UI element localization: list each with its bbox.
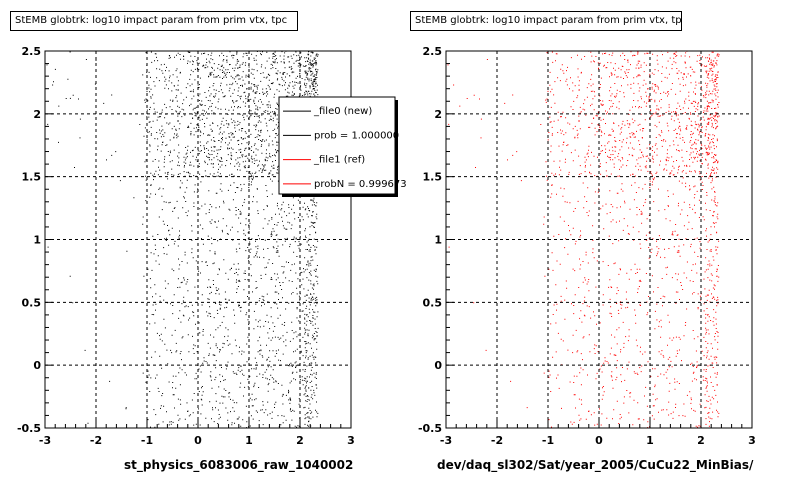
y-tick-label: -0.5 xyxy=(17,422,41,435)
left-x-axis-label: st_physics_6083006_raw_1040002 xyxy=(124,458,354,472)
x-tick-label: 2 xyxy=(296,434,304,447)
x-tick-label: 3 xyxy=(748,434,756,447)
y-tick-label: 1 xyxy=(434,234,442,247)
x-tick-label: 0 xyxy=(194,434,202,447)
scatter-points xyxy=(46,50,319,429)
right-x-axis-label: dev/daq_sl302/Sat/year_2005/CuCu22_MinBi… xyxy=(437,458,754,472)
y-tick-label: 2 xyxy=(434,108,442,121)
x-tick-label: 3 xyxy=(347,434,355,447)
legend-box: _file0 (new) prob = 1.000000 _file1 (ref) p… xyxy=(278,96,407,197)
y-tick-label: 0 xyxy=(33,359,41,372)
x-tick-label: 1 xyxy=(646,434,654,447)
y-tick-label: 1.5 xyxy=(423,171,443,184)
y-tick-label: 0 xyxy=(434,359,442,372)
x-tick-label: 1 xyxy=(245,434,253,447)
y-tick-label: 1.5 xyxy=(22,171,42,184)
y-tick-label: 0.5 xyxy=(423,296,443,309)
x-tick-label: -3 xyxy=(39,434,51,447)
scatter-points xyxy=(447,50,720,429)
legend-entry-label: _file1 (ref) xyxy=(313,155,365,166)
right-plot-title: StEMB globtrk: log10 impact param from p… xyxy=(410,11,682,31)
x-tick-label: -2 xyxy=(491,434,503,447)
x-tick-label: -3 xyxy=(440,434,452,447)
y-tick-label: 2 xyxy=(33,108,41,121)
legend-entry-label: probN = 0.999673 xyxy=(314,179,407,190)
plot-1: -3 -2 -1 0 1 2 3 -0.5 0 0.5 1 1.5 2 2.5 xyxy=(418,45,756,447)
y-tick-label: 0.5 xyxy=(22,296,42,309)
legend-entry-label: prob = 1.000000 xyxy=(314,130,399,141)
y-tick-label: 2.5 xyxy=(22,45,42,58)
y-tick-label: 1 xyxy=(33,234,41,247)
x-tick-label: 0 xyxy=(595,434,603,447)
x-tick-label: 2 xyxy=(697,434,705,447)
x-tick-label: -2 xyxy=(90,434,102,447)
y-tick-label: 2.5 xyxy=(423,45,443,58)
x-tick-label: -1 xyxy=(141,434,153,447)
x-tick-label: -1 xyxy=(542,434,554,447)
y-tick-label: -0.5 xyxy=(418,422,442,435)
plot-0: -3 -2 -1 0 1 2 3 -0.5 0 0.5 1 1.5 2 2.5 _file0 (new) pr… xyxy=(17,45,407,447)
legend-entry-label: _file0 (new) xyxy=(313,106,372,117)
left-plot-title: StEMB globtrk: log10 impact param from p… xyxy=(10,11,298,31)
